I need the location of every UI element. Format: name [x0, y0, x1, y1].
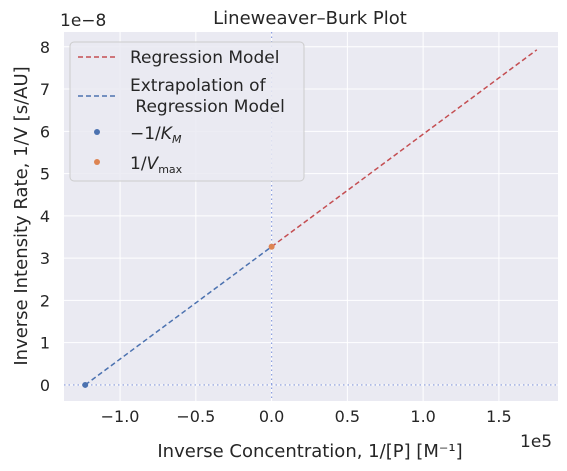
y-exponent-label: 1e−8: [60, 11, 106, 31]
legend: Regression Model Extrapolation of Regres…: [69, 41, 305, 182]
x-tick-label: 0.0: [259, 407, 284, 426]
y-tick-label: 0: [40, 376, 50, 395]
y-tick-label: 6: [40, 122, 50, 141]
x-tick-label: −1.0: [101, 407, 140, 426]
y-tick-label: 7: [40, 80, 50, 99]
x-exponent-label: 1e5: [520, 432, 552, 452]
legend-marker-vmax: [94, 159, 100, 165]
x-tick-label: −0.5: [176, 407, 215, 426]
y-tick-label: 2: [40, 291, 50, 310]
legend-box: [69, 41, 305, 182]
legend-label-vmax: 1/Vmax: [130, 154, 183, 176]
y-tick-labels: 0 1 2 3 4 5 6 7 8: [40, 38, 50, 395]
legend-label-extrapolation: Extrapolation of Regression Model: [130, 76, 285, 117]
x-tick-label: 1.0: [410, 407, 435, 426]
y-tick-label: 4: [40, 207, 50, 226]
y-tick-label: 3: [40, 249, 50, 268]
legend-label-km: −1/KM: [130, 124, 182, 146]
neg-inverse-km-point: [82, 381, 89, 388]
regression-model-line: [271, 49, 538, 248]
y-tick-label: 8: [40, 38, 50, 57]
reference-lines: [64, 32, 558, 401]
y-tick-label: 5: [40, 165, 50, 184]
y-axis-label: Inverse Intensity Rate, 1/V [s/AU]: [11, 66, 32, 365]
y-tick-label: 1: [40, 334, 50, 353]
x-tick-label: 1.5: [486, 407, 511, 426]
legend-label-regression: Regression Model: [130, 48, 279, 68]
series-layer: [82, 49, 538, 388]
extrapolation-line: [84, 246, 273, 386]
x-tick-label: 0.5: [335, 407, 360, 426]
x-tick-labels: −1.0 −0.5 0.0 0.5 1.0 1.5: [101, 407, 512, 426]
x-axis-label: Inverse Concentration, 1/[P] [M⁻¹]: [157, 441, 462, 462]
inverse-vmax-point: [268, 243, 275, 250]
chart-title: Lineweaver–Burk Plot: [213, 8, 407, 29]
legend-marker-km: [94, 129, 100, 135]
